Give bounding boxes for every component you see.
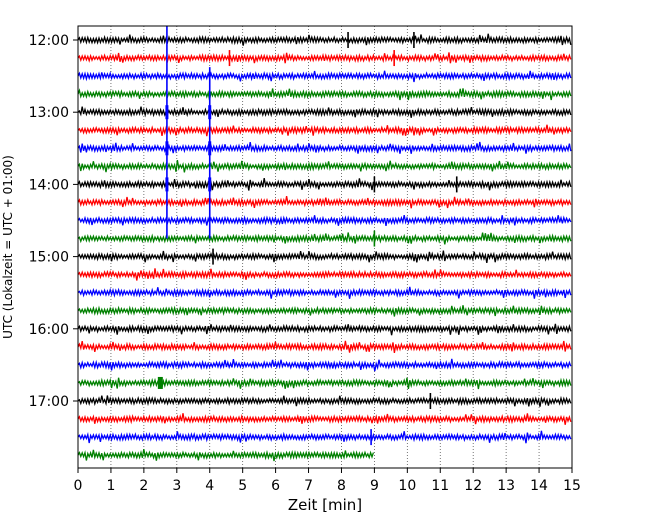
y-tick-label-1200: 12:00 [29,33,69,49]
x-tick-label-9: 9 [370,478,379,494]
y-tick-label-1400: 14:00 [29,177,69,193]
plot-frame [77,25,573,469]
x-tick-label-11: 11 [431,478,449,494]
event-spikes [157,26,458,446]
x-tick-label-0: 0 [74,478,83,494]
y-tick-label-1300: 13:00 [29,105,69,121]
trace-1545 [77,305,572,317]
trace-1500 [77,250,572,264]
x-axis-label: Zeit [min] [288,496,362,514]
x-axis-ticks: 0 1 2 3 4 5 6 7 8 9 10 11 12 13 14 15 [74,468,581,494]
x-tick-label-12: 12 [464,478,482,494]
trace-1615 [77,340,572,354]
x-tick-label-10: 10 [398,478,416,494]
trace-1345 [77,159,572,173]
trace-1330 [77,141,572,154]
trace-1515 [77,268,572,281]
trace-1415 [77,195,572,209]
x-tick-label-4: 4 [205,478,214,494]
trace-1730 [77,430,572,444]
x-tick-label-1: 1 [106,478,115,494]
trace-1230 [77,70,572,83]
plot-background [78,26,572,468]
trace-1600 [77,323,572,336]
x-tick-label-14: 14 [530,478,548,494]
trace-1200 [77,33,572,46]
trace-1715 [77,413,572,425]
x-tick-label-7: 7 [304,478,313,494]
x-tick-label-5: 5 [238,478,247,494]
trace-1400 [77,177,572,191]
x-tick-label-13: 13 [497,478,515,494]
trace-1245 [77,88,572,101]
x-tick-label-6: 6 [271,478,280,494]
trace-1215 [77,52,572,64]
trace-1630 [77,358,572,372]
trace-1700 [77,395,572,407]
trace-1745 [77,448,375,462]
y-tick-label-1700: 17:00 [29,394,69,410]
x-tick-label-15: 15 [563,478,581,494]
x-tick-label-2: 2 [139,478,148,494]
trace-1445 [77,232,572,245]
x-tick-label-8: 8 [337,478,346,494]
trace-1430 [77,214,572,227]
y-axis-ticks: 12:00 13:00 14:00 15:00 16:00 17:00 [29,33,78,410]
y-tick-label-1600: 16:00 [29,322,69,338]
y-axis-label: UTC (Lokalzeit = UTC + 01:00) [1,155,15,339]
x-tick-label-3: 3 [172,478,181,494]
seismic-traces [77,33,572,462]
trace-1530 [77,286,572,299]
trace-1300 [77,106,572,118]
trace-1315 [77,124,572,137]
y-tick-label-1500: 15:00 [29,250,69,266]
